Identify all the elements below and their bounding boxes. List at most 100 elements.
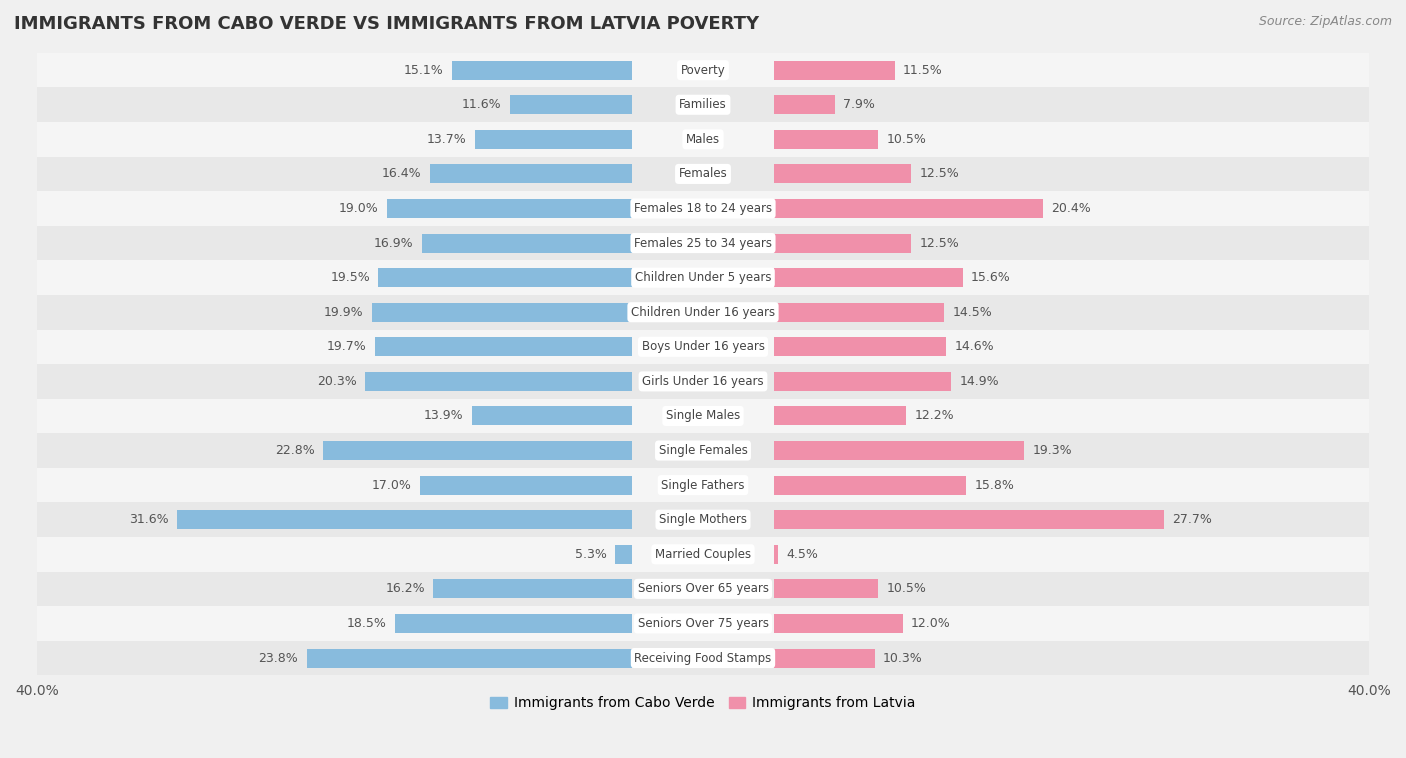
Text: Seniors Over 75 years: Seniors Over 75 years: [637, 617, 769, 630]
Bar: [773, 649, 875, 668]
Bar: [395, 614, 633, 633]
Bar: [37, 537, 1369, 572]
Bar: [773, 337, 946, 356]
Bar: [37, 87, 1369, 122]
Text: Poverty: Poverty: [681, 64, 725, 77]
Bar: [773, 233, 911, 252]
Text: Children Under 16 years: Children Under 16 years: [631, 305, 775, 318]
Text: Girls Under 16 years: Girls Under 16 years: [643, 375, 763, 388]
Bar: [37, 330, 1369, 364]
Text: 11.5%: 11.5%: [903, 64, 942, 77]
Text: Source: ZipAtlas.com: Source: ZipAtlas.com: [1258, 15, 1392, 28]
Bar: [773, 614, 903, 633]
Text: Females 18 to 24 years: Females 18 to 24 years: [634, 202, 772, 215]
Bar: [387, 199, 633, 218]
Text: 16.2%: 16.2%: [385, 582, 425, 595]
Bar: [614, 545, 633, 564]
Bar: [37, 434, 1369, 468]
Bar: [371, 302, 633, 321]
Legend: Immigrants from Cabo Verde, Immigrants from Latvia: Immigrants from Cabo Verde, Immigrants f…: [485, 691, 921, 716]
Text: Males: Males: [686, 133, 720, 146]
Text: Females 25 to 34 years: Females 25 to 34 years: [634, 236, 772, 249]
Text: 10.3%: 10.3%: [883, 652, 922, 665]
Text: 12.0%: 12.0%: [911, 617, 950, 630]
Bar: [773, 199, 1043, 218]
Text: 18.5%: 18.5%: [347, 617, 387, 630]
Text: 20.3%: 20.3%: [316, 375, 357, 388]
Text: 16.4%: 16.4%: [382, 168, 422, 180]
Bar: [773, 406, 907, 425]
Bar: [37, 503, 1369, 537]
Bar: [773, 302, 945, 321]
Bar: [37, 364, 1369, 399]
Text: Seniors Over 65 years: Seniors Over 65 years: [637, 582, 769, 595]
Bar: [37, 157, 1369, 191]
Text: 10.5%: 10.5%: [886, 133, 927, 146]
Text: 23.8%: 23.8%: [259, 652, 298, 665]
Bar: [773, 61, 894, 80]
Bar: [430, 164, 633, 183]
Bar: [378, 268, 633, 287]
Text: Children Under 5 years: Children Under 5 years: [634, 271, 772, 284]
Text: 10.5%: 10.5%: [886, 582, 927, 595]
Bar: [451, 61, 633, 80]
Bar: [773, 545, 778, 564]
Text: 22.8%: 22.8%: [276, 444, 315, 457]
Bar: [307, 649, 633, 668]
Bar: [422, 233, 633, 252]
Text: 13.7%: 13.7%: [427, 133, 467, 146]
Text: 12.5%: 12.5%: [920, 236, 959, 249]
Bar: [773, 164, 911, 183]
Bar: [773, 579, 877, 598]
Text: 27.7%: 27.7%: [1173, 513, 1212, 526]
Text: 14.5%: 14.5%: [953, 305, 993, 318]
Bar: [773, 96, 835, 114]
Text: 20.4%: 20.4%: [1052, 202, 1091, 215]
Bar: [37, 260, 1369, 295]
Text: 19.5%: 19.5%: [330, 271, 370, 284]
Bar: [37, 468, 1369, 503]
Text: 13.9%: 13.9%: [423, 409, 463, 422]
Bar: [773, 475, 966, 495]
Bar: [420, 475, 633, 495]
Bar: [510, 96, 633, 114]
Bar: [323, 441, 633, 460]
Text: 12.5%: 12.5%: [920, 168, 959, 180]
Text: 7.9%: 7.9%: [842, 99, 875, 111]
Text: Married Couples: Married Couples: [655, 548, 751, 561]
Bar: [37, 122, 1369, 157]
Bar: [475, 130, 633, 149]
Bar: [37, 572, 1369, 606]
Text: 19.7%: 19.7%: [326, 340, 367, 353]
Text: 15.8%: 15.8%: [974, 478, 1014, 492]
Bar: [773, 372, 950, 391]
Bar: [177, 510, 633, 529]
Text: 14.9%: 14.9%: [959, 375, 1000, 388]
Text: 19.0%: 19.0%: [339, 202, 378, 215]
Text: 16.9%: 16.9%: [374, 236, 413, 249]
Text: Families: Families: [679, 99, 727, 111]
Text: 14.6%: 14.6%: [955, 340, 994, 353]
Bar: [433, 579, 633, 598]
Text: IMMIGRANTS FROM CABO VERDE VS IMMIGRANTS FROM LATVIA POVERTY: IMMIGRANTS FROM CABO VERDE VS IMMIGRANTS…: [14, 15, 759, 33]
Bar: [773, 130, 877, 149]
Text: 19.3%: 19.3%: [1033, 444, 1073, 457]
Text: Single Mothers: Single Mothers: [659, 513, 747, 526]
Bar: [773, 268, 963, 287]
Bar: [37, 295, 1369, 330]
Text: 12.2%: 12.2%: [914, 409, 955, 422]
Bar: [37, 53, 1369, 87]
Bar: [37, 606, 1369, 641]
Bar: [471, 406, 633, 425]
Text: Single Fathers: Single Fathers: [661, 478, 745, 492]
Bar: [773, 441, 1025, 460]
Bar: [375, 337, 633, 356]
Text: 15.1%: 15.1%: [404, 64, 443, 77]
Bar: [773, 510, 1164, 529]
Bar: [37, 641, 1369, 675]
Text: 5.3%: 5.3%: [575, 548, 606, 561]
Text: Single Males: Single Males: [666, 409, 740, 422]
Text: Receiving Food Stamps: Receiving Food Stamps: [634, 652, 772, 665]
Text: 15.6%: 15.6%: [972, 271, 1011, 284]
Bar: [37, 399, 1369, 434]
